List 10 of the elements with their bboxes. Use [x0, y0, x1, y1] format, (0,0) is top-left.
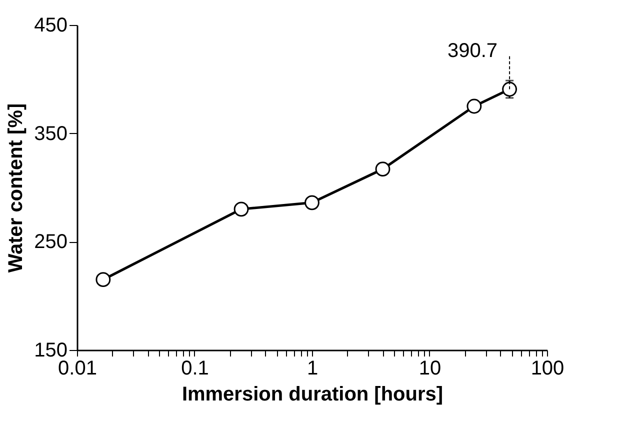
y-axis-title: Water content [%] — [5, 103, 28, 273]
x-tick-label: 1 — [306, 358, 318, 380]
x-tick-label: 100 — [530, 358, 564, 380]
y-tick-label: 250 — [34, 231, 68, 254]
annotation: 390.7 — [447, 40, 498, 62]
x-axis-title: Immersion duration [hours] — [182, 384, 444, 406]
y-tick-label: 450 — [34, 14, 68, 36]
x-tick-label: 10 — [418, 358, 442, 380]
y-tick-label: 350 — [34, 122, 68, 145]
x-tick-label: 0.1 — [181, 358, 209, 380]
